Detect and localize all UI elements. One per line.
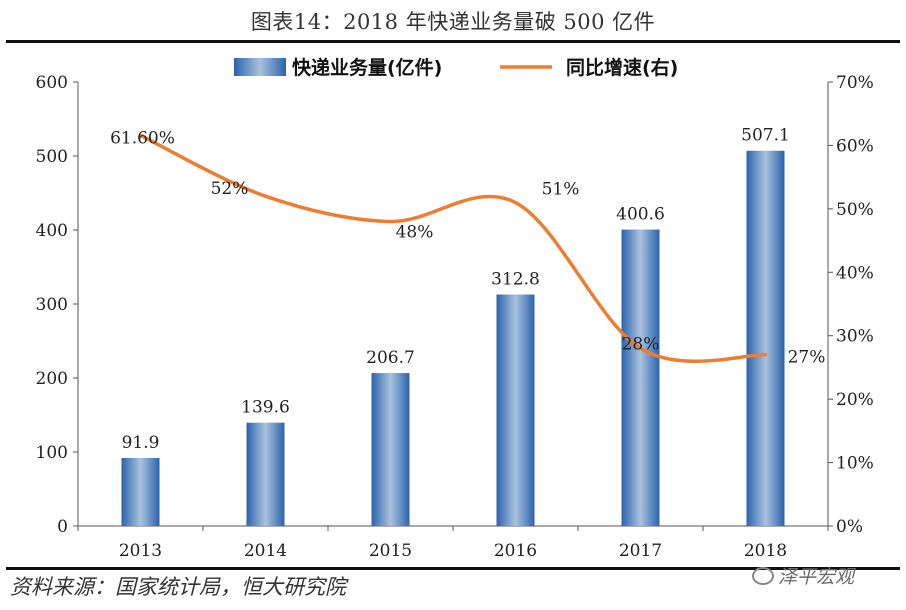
bar-value-label: 206.7	[366, 348, 415, 368]
y-right-tick-label: 60%	[836, 136, 874, 156]
wechat-icon	[752, 566, 774, 585]
y-left-tick-label: 400	[36, 221, 68, 241]
y-left-tick-label: 100	[36, 443, 68, 463]
y-right-tick-label: 40%	[836, 263, 874, 283]
chart-area: 0 100 200 300 400 500 600 0% 10% 20% 30% 40% 50% 60% 7…	[36, 56, 874, 561]
watermark: 泽平宏观	[752, 562, 854, 589]
line-value-label: 61.60%	[110, 128, 175, 148]
top-rule	[6, 40, 900, 43]
y-right-tick-label: 20%	[836, 390, 874, 410]
line-value-label: 27%	[788, 348, 826, 368]
y-right-tick-label: 0%	[836, 517, 863, 537]
bar-2018	[746, 150, 785, 526]
line-value-label: 28%	[622, 334, 660, 354]
line-value-label: 52%	[211, 179, 249, 199]
bar-2016	[496, 294, 535, 526]
y-right-tick-label: 50%	[836, 200, 874, 220]
bar-2014	[246, 422, 285, 526]
bar-value-label: 91.9	[122, 433, 160, 453]
y-right-tick-label: 70%	[836, 73, 874, 93]
line-value-label: 51%	[542, 180, 580, 200]
watermark-text: 泽平宏观	[778, 566, 855, 588]
bar-value-label: 507.1	[741, 126, 790, 146]
bar-value-label: 139.6	[241, 398, 290, 418]
bar-2017	[621, 229, 660, 526]
x-tick-label: 2016	[494, 541, 537, 561]
x-tick-label: 2013	[119, 541, 162, 561]
legend-line-label: 同比增速(右)	[566, 56, 678, 79]
line-value-label: 48%	[396, 223, 434, 243]
legend-bar-label: 快递业务量(亿件)	[292, 56, 442, 79]
bar-value-label: 400.6	[616, 205, 665, 225]
y-left-tick-label: 500	[36, 147, 68, 167]
chart-title: 图表14：2018 年快递业务量破 500 亿件	[250, 10, 656, 34]
bar-2015	[371, 373, 410, 526]
y-left-tick-label: 200	[36, 369, 68, 389]
y-left-tick-label: 600	[36, 73, 68, 93]
growth-rate-line	[138, 133, 768, 364]
x-tick-label: 2014	[244, 541, 287, 561]
bottom-rule	[6, 567, 900, 570]
x-tick-label: 2018	[744, 541, 787, 561]
legend-bar-swatch	[234, 58, 286, 76]
y-left-tick-label: 300	[36, 295, 68, 315]
x-tick-label: 2015	[369, 541, 412, 561]
y-left-tick-label: 0	[57, 517, 68, 537]
x-tick-label: 2017	[619, 541, 662, 561]
source-note: 资料来源：国家统计局，恒大研究院	[10, 575, 346, 599]
y-right-tick-label: 30%	[836, 327, 874, 347]
bar-2013	[121, 457, 160, 526]
y-right-tick-label: 10%	[836, 454, 874, 474]
bar-value-label: 312.8	[491, 270, 540, 290]
